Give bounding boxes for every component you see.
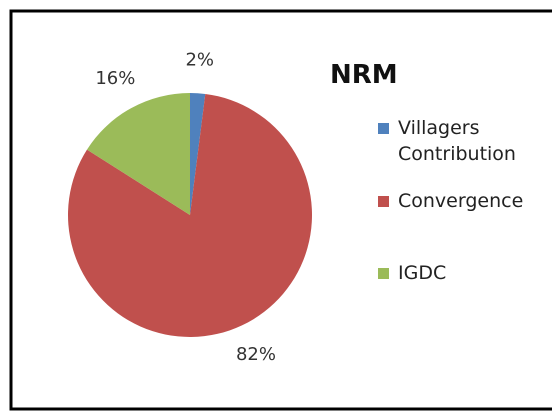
data-label: 82% <box>236 344 276 365</box>
legend-label: IGDC <box>398 262 447 284</box>
legend-swatch <box>378 123 389 134</box>
legend-label: Villagers Contribution <box>398 117 516 165</box>
chart-title: NRM <box>330 60 398 90</box>
pie-slice <box>86 93 190 215</box>
data-label: 2% <box>185 49 214 70</box>
data-label: 16% <box>95 68 135 89</box>
pie-slice <box>190 93 206 215</box>
legend-swatch <box>378 196 389 207</box>
pie-slice <box>68 93 313 337</box>
legend-label: Convergence <box>398 190 524 212</box>
legend-swatch <box>378 268 389 279</box>
